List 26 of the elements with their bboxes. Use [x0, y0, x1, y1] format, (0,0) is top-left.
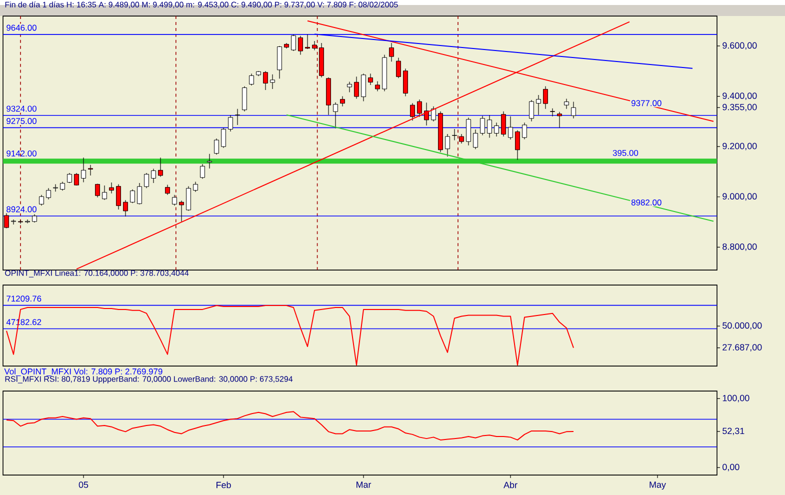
ref-line-label: 9324.00 [6, 106, 36, 112]
y-tick-label: 9.000,00 [722, 193, 757, 201]
x-tick-label: Feb [216, 482, 231, 488]
annotation: 8982.00 [631, 199, 662, 206]
band-label: 9142.00 [6, 150, 36, 156]
annotation: 9377.00 [631, 100, 662, 106]
y-tick-label: 8.800,00 [722, 243, 757, 251]
x-tick-label: 05 [78, 482, 88, 488]
x-tick-label: Mar [356, 482, 372, 488]
y-tick-label: 0,00 [722, 464, 740, 472]
y-tick-label: 27.687,00 [722, 344, 762, 352]
y-tick-label: 9.355,00 [722, 104, 757, 112]
annotation: 395.00 [612, 150, 638, 156]
y-tick-label: 100,00 [722, 394, 750, 402]
y-tick-label: 9.200,00 [722, 142, 757, 150]
y-tick-label: 50.000,00 [722, 322, 762, 330]
ref-line-label: 8924.00 [6, 206, 36, 212]
ref-line-label: 9646.00 [6, 24, 36, 31]
text: Vol_OPINT_MFXI Vol: 7.809 P: 2.769.979 [4, 368, 162, 376]
x-tick-label: Abr [504, 482, 518, 488]
x-tick-label: May [650, 482, 666, 490]
ref-line-label: 9275.00 [6, 118, 36, 124]
y-tick-label: 52,31 [722, 428, 744, 436]
ref-line-label: 71209.76 [6, 296, 42, 302]
y-tick-label: 9.400,00 [722, 92, 757, 100]
y-tick-label: 9.600,00 [722, 42, 757, 50]
